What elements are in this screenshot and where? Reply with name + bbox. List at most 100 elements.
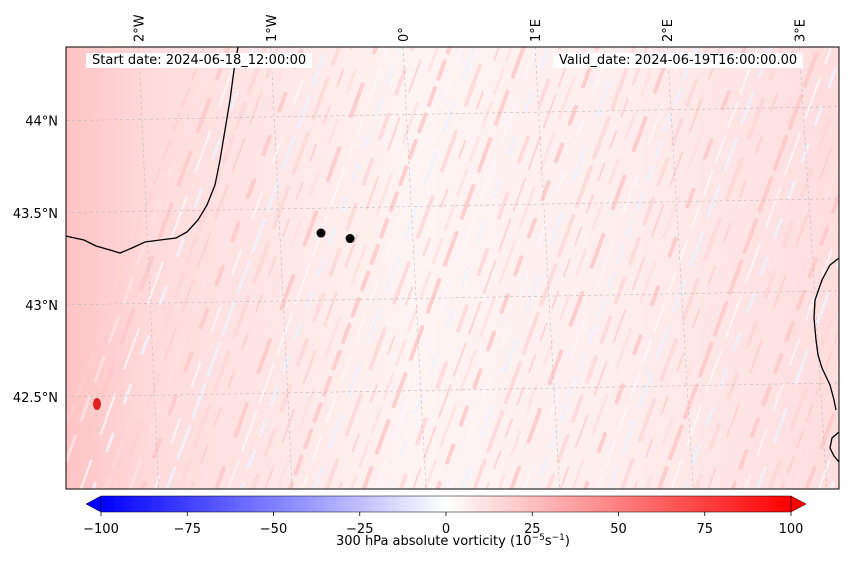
latitude-labels: 44°N 43.5°N 43°N 42.5°N [13,115,58,406]
vorticity-streak [411,47,574,489]
vorticity-streak [312,47,477,489]
colorbar-min-extend [85,495,102,513]
vorticity-streak [287,47,452,489]
vorticity-streak [645,47,809,489]
vorticity-streak [608,47,772,489]
map-frame [65,46,840,490]
vorticity-streak [140,47,305,489]
lon-tick-label: 1°W [265,14,280,42]
vorticity-streak [619,47,785,489]
vorticity-streak [633,47,796,489]
colorbar: −100 −75 −50 −25 0 25 50 75 100 300 hPa absolute… [83,495,807,549]
vorticity-streak [349,47,513,489]
colorbar-max-extend [790,495,807,513]
vorticity-streak [165,47,329,489]
vorticity-streak [707,124,839,489]
lat-tick-label: 44°N [25,115,58,130]
vorticity-streak [744,226,839,489]
colorbar-tick-label: 0 [442,522,450,537]
vorticity-streak [472,47,637,489]
vorticity-maximum [93,398,101,410]
vorticity-streak [214,47,379,489]
lon-tick-label: 0° [397,27,412,42]
meridian-line [402,47,427,489]
vorticity-streak [755,258,839,489]
vorticity-streak [276,47,440,489]
station-markers [316,228,355,244]
colorbar-tick-label: 25 [524,522,541,537]
vorticity-streaks [66,30,850,500]
lat-tick-label: 43.5°N [13,207,58,222]
vorticity-streak [534,47,698,489]
coastline-east-south [829,431,839,463]
vorticity-streak [66,47,231,489]
vorticity-streak [361,47,526,489]
vorticity-streak [66,47,205,432]
vorticity-streak [190,47,353,489]
lon-tick-label: 2°E [661,19,676,42]
vorticity-streak [780,328,839,489]
vorticity-streak [460,47,624,489]
vorticity-streak [177,47,342,489]
vorticity-streak [670,47,833,489]
vorticity-field [66,47,839,489]
vorticity-streak [338,47,501,489]
station-marker [316,228,326,238]
colorbar-gradient [100,495,792,513]
vorticity-streak [435,47,600,489]
vorticity-streak [79,47,242,489]
vorticity-streak [103,47,268,489]
parallel-line [66,106,839,121]
vorticity-streak [239,47,403,489]
vorticity-streak [301,47,464,489]
lat-tick-label: 42.5°N [13,391,58,406]
parallel-line [66,290,839,306]
meridian-line [534,47,560,489]
vorticity-streak [583,47,748,489]
vorticity-streak [386,47,550,489]
start-date-label: Start date: 2024-06-18_12:00:00 [86,53,313,68]
vorticity-streak [571,47,735,489]
vorticity-streak [250,47,416,489]
vorticity-streak [264,47,427,489]
vorticity-streak [128,47,292,489]
vorticity-streak [398,47,563,489]
vorticity-streak [485,47,648,489]
lat-tick-label: 43°N [25,299,58,314]
vorticity-streak [509,47,674,489]
vorticity-streak [91,47,255,489]
colorbar-tick-label: −100 [83,522,119,537]
vorticity-streak [153,47,316,489]
colorbar-tick-label: −50 [260,522,287,537]
longitude-labels: 2°W 1°W 0° 1°E 2°E 3°E [133,14,809,42]
colorbar-tick-label: 50 [610,522,627,537]
coastline-east [813,257,839,411]
colorbar-label: 300 hPa absolute vorticity (10−5s−1) [336,533,570,549]
vorticity-streak [681,54,839,489]
vorticity-streak [227,47,390,489]
vorticity-streak [546,47,711,489]
vorticity-streak [423,47,587,489]
lon-tick-label: 3°E [793,19,808,42]
vorticity-streak [522,47,685,489]
vorticity-streak [375,47,538,489]
vorticity-streak [116,47,279,489]
vorticity-streak [718,156,839,489]
map-panel: 2°W 1°W 0° 1°E 2°E 3°E 44°N 43.5°N 43°N 42.5°N [13,14,850,500]
station-marker [345,234,355,244]
vorticity-streak [804,393,839,489]
vorticity-streak [596,47,759,489]
vorticity-streak [324,47,489,489]
vorticity-streak [792,360,839,489]
colorbar-ticks: −100 −75 −50 −25 0 25 50 75 100 [83,512,803,537]
vorticity-streak [66,47,218,467]
vorticity-streak [497,47,661,489]
meridian-line [666,47,694,489]
vorticity-streak [840,30,850,500]
lon-tick-label: 2°W [133,14,148,42]
parallel-line [66,382,839,398]
meridian-line [270,47,293,489]
colorbar-tick-label: 75 [696,522,713,537]
